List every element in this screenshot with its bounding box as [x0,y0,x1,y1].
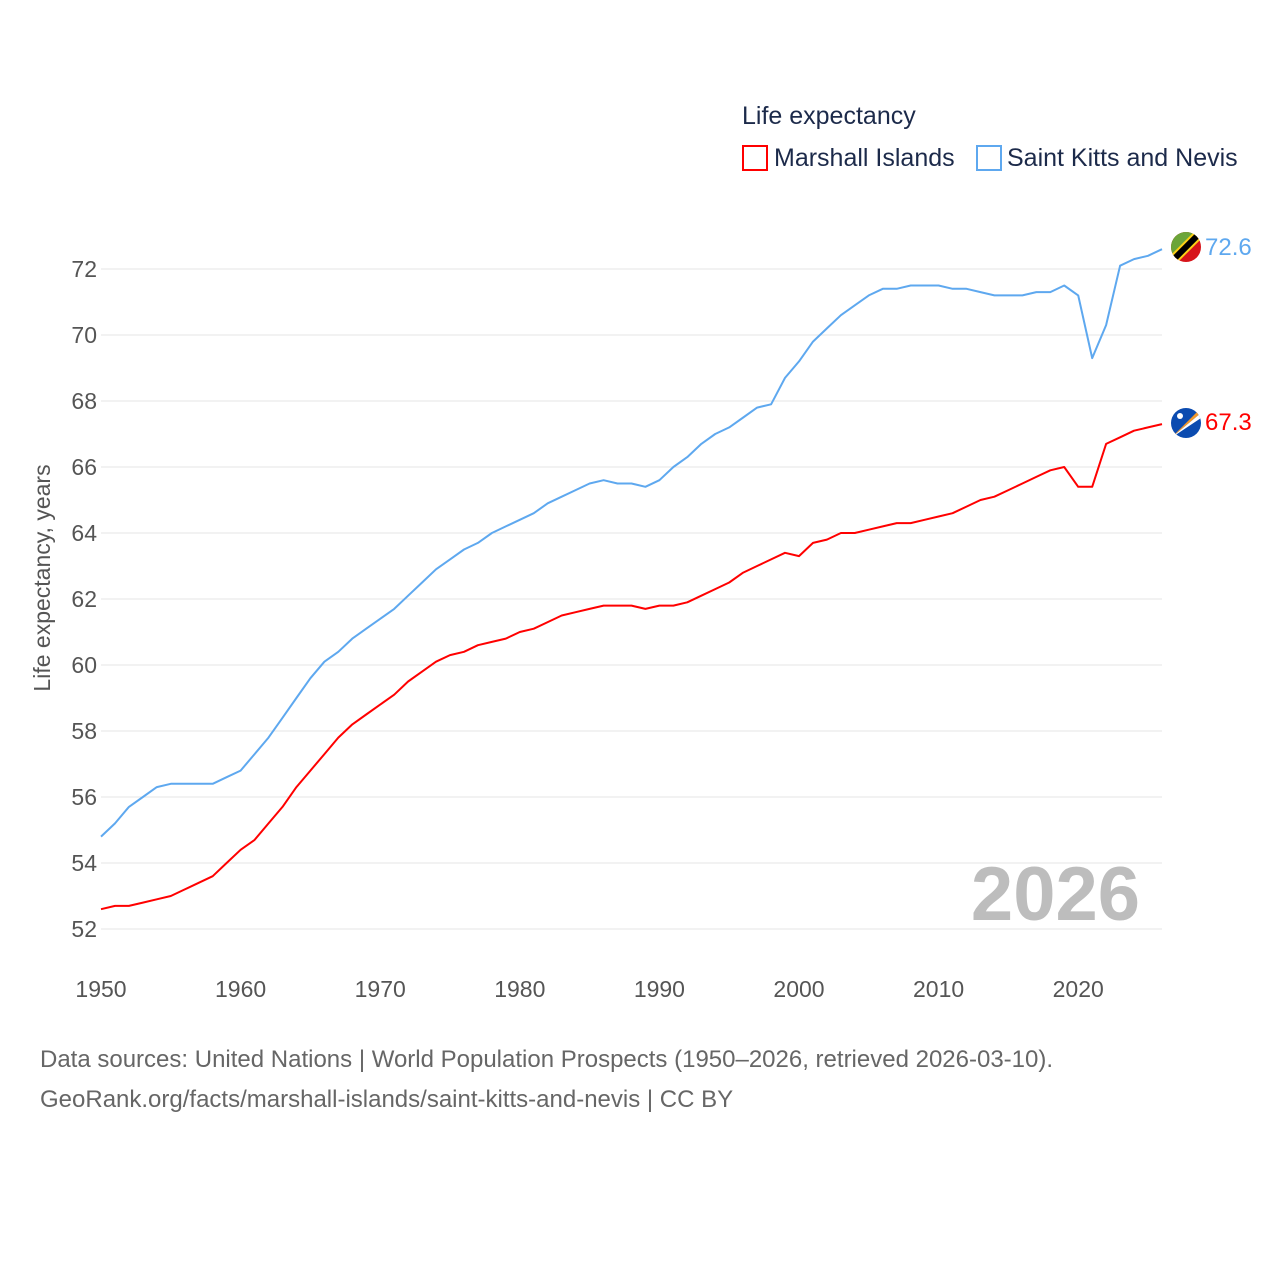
y-tick-label: 66 [71,454,97,480]
grid-lines [101,268,1162,930]
y-tick-label: 64 [71,520,97,546]
legend-swatch-marshall-islands[interactable] [742,145,768,171]
series-lines [100,248,1163,911]
legend-swatch-saint-kitts-and-nevis[interactable] [976,145,1002,171]
x-tick-label: 1990 [634,976,685,1002]
saint-kitts-and-nevis-flag-icon [1171,232,1201,262]
y-axis-label: Life expectancy, years [29,464,55,691]
x-tick-label: 1960 [215,976,266,1002]
marshall-islands-flag-icon [1171,408,1201,438]
y-tick-label: 72 [71,256,97,282]
y-tick-label: 54 [71,850,97,876]
legend-title: Life expectancy [742,102,916,130]
x-tick-label: 2000 [773,976,824,1002]
end-label-saint-kitts-and-nevis: 72.6 [1205,234,1252,261]
series-line-marshall-islands[interactable] [100,423,1163,911]
end-label-marshall-islands: 67.3 [1205,409,1252,436]
x-tick-label: 1980 [494,976,545,1002]
y-axis-ticks: 52 54 56 58 60 62 64 66 68 70 72 [71,256,97,942]
x-tick-label: 2020 [1053,976,1104,1002]
y-tick-label: 60 [71,652,97,678]
footer-source: Data sources: United Nations | World Pop… [40,1046,1054,1073]
legend: Life expectancy Marshall Islands Saint K… [742,102,1238,172]
year-watermark: 2026 [971,852,1140,937]
footer-link[interactable]: GeoRank.org/facts/marshall-islands/saint… [40,1086,734,1113]
y-tick-label: 62 [71,586,97,612]
legend-label-saint-kitts-and-nevis[interactable]: Saint Kitts and Nevis [1007,144,1238,172]
series-line-saint-kitts-and-nevis[interactable] [100,248,1163,838]
x-axis-ticks: 1950 1960 1970 1980 1990 2000 2010 2020 [75,976,1103,1002]
x-tick-label: 1950 [75,976,126,1002]
x-tick-label: 1970 [355,976,406,1002]
legend-label-marshall-islands[interactable]: Marshall Islands [774,144,955,172]
y-tick-label: 56 [71,784,97,810]
x-tick-label: 2010 [913,976,964,1002]
y-tick-label: 70 [71,322,97,348]
y-tick-label: 52 [71,916,97,942]
y-tick-label: 68 [71,388,97,414]
y-tick-label: 58 [71,718,97,744]
